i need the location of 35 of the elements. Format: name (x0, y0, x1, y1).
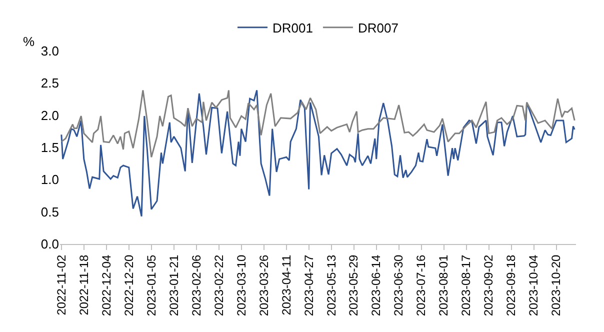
x-tick-label: 2023-04-27 (302, 254, 316, 316)
x-tick-label: 2023-05-13 (324, 254, 338, 316)
y-tick-label: 1.5 (40, 140, 59, 156)
line-series (60, 89, 576, 218)
y-tick-label: 0.0 (40, 236, 59, 252)
x-tick-label: 2023-09-02 (482, 254, 496, 316)
line-series (60, 89, 576, 158)
x-tick-label: 2023-06-30 (392, 254, 406, 316)
x-tick-label: 2023-03-10 (234, 254, 248, 316)
x-tick-label: 2023-05-29 (346, 254, 361, 316)
x-tick-label: 2023-03-26 (256, 254, 271, 316)
x-tick-label: 2023-01-21 (166, 254, 181, 316)
x-tick-label: 2022-11-18 (76, 254, 91, 316)
y-tick-label: 2.0 (40, 108, 59, 123)
x-tick-label: 2023-07-16 (414, 254, 428, 316)
y-axis-title: % (23, 34, 35, 49)
x-tick-label: 2023-09-18 (504, 254, 518, 316)
y-tick-label: 0.5 (40, 204, 59, 220)
x-tick-label: 2022-12-04 (99, 254, 114, 316)
x-tick-label: 2023-04-11 (279, 254, 294, 316)
y-tick-label: 3.0 (40, 44, 59, 59)
x-tick-label: 2023-02-22 (212, 254, 226, 316)
legend-label: DR001 (272, 20, 313, 36)
x-tick-label: 2023-08-01 (436, 254, 451, 316)
y-tick-label: 2.5 (40, 76, 59, 91)
x-tick-label: 2023-01-05 (144, 254, 158, 316)
x-tick-label: 2022-12-20 (122, 254, 136, 316)
x-tick-label: 2023-06-14 (369, 254, 384, 316)
x-tick-label: 2023-08-17 (459, 254, 474, 316)
x-tick-label: 2022-11-02 (54, 254, 68, 316)
x-tick-label: 2023-10-04 (526, 254, 541, 316)
x-tick-label: 2023-10-20 (549, 254, 564, 316)
legend-label: DR007 (358, 20, 398, 36)
x-tick-label: 2023-02-06 (189, 254, 204, 316)
y-tick-label: 1.0 (40, 172, 59, 188)
